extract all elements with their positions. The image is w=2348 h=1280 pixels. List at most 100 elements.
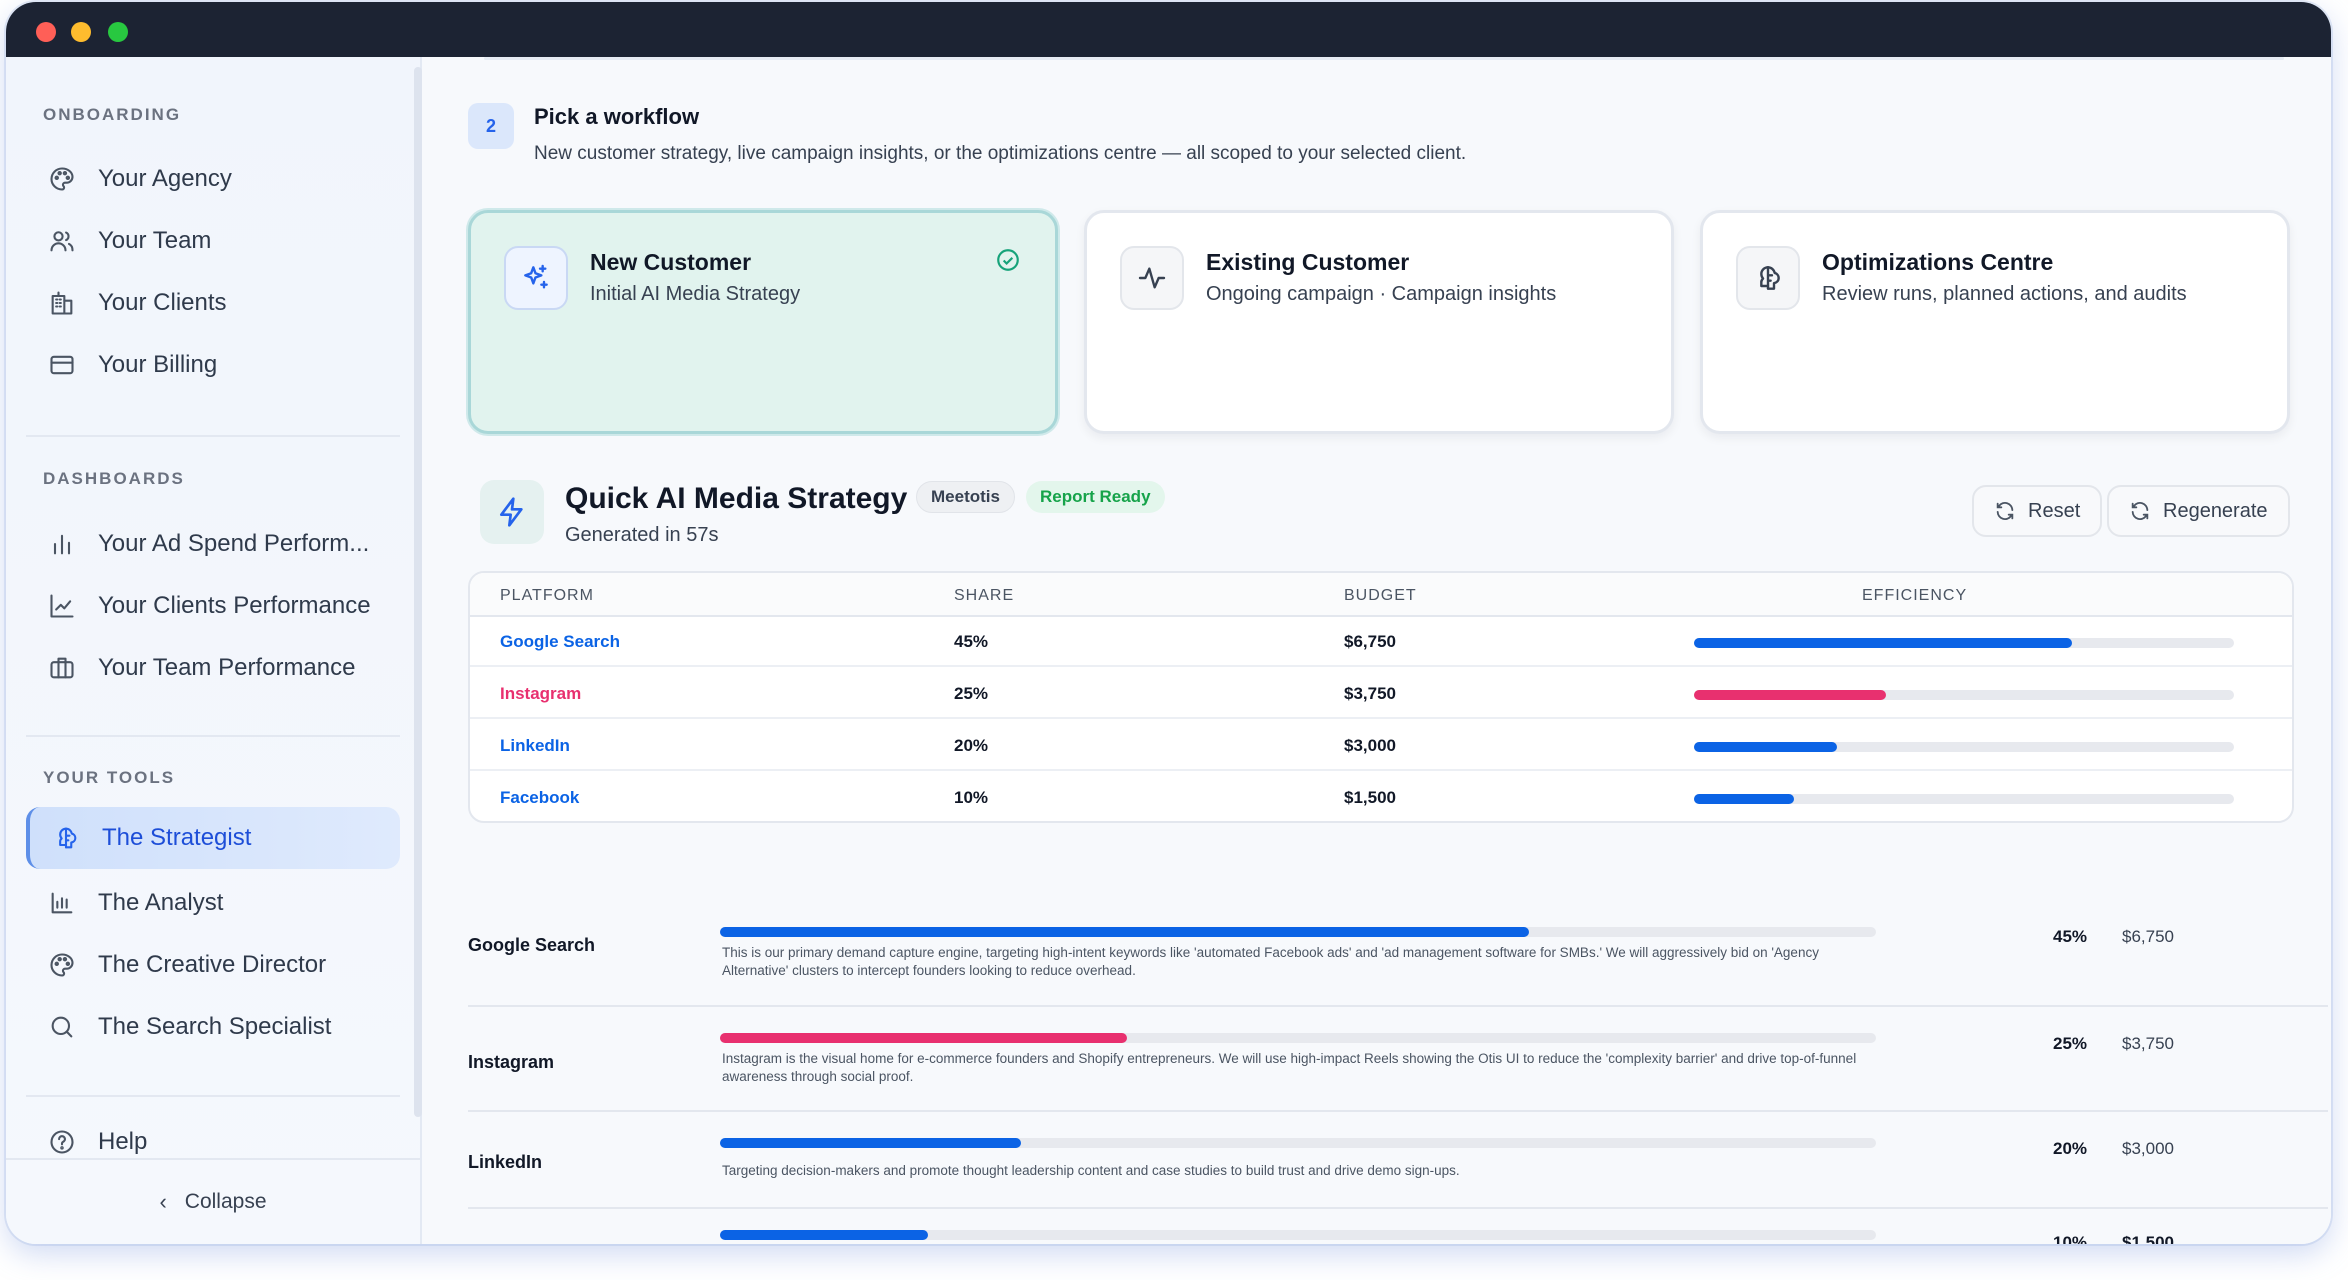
step-number-badge: 2 [468, 103, 514, 149]
sidebar-scrollbar[interactable] [414, 67, 422, 1117]
status-badge: Report Ready [1026, 481, 1165, 513]
collapse-sidebar-button[interactable]: ‹ Collapse [6, 1158, 420, 1244]
palette-icon [46, 949, 78, 981]
budget-value: $3,000 [1344, 736, 1396, 755]
budget-value: $3,750 [2122, 1034, 2174, 1053]
building-icon [46, 287, 78, 319]
section-label-onboarding: ONBOARDING [43, 105, 182, 124]
allocation-bar-fill [720, 1033, 1127, 1043]
workflow-card-existing-customer[interactable]: Existing Customer Ongoing campaign · Cam… [1084, 210, 1674, 434]
help-circle-icon [46, 1126, 78, 1158]
sidebar-item-team-performance[interactable]: Your Team Performance [26, 637, 400, 699]
share-value: 20% [2053, 1139, 2088, 1158]
search-icon [46, 1011, 78, 1043]
workflow-card-optimizations-centre[interactable]: Optimizations Centre Review runs, planne… [1700, 210, 2290, 434]
step-title: Pick a workflow [534, 104, 700, 129]
platform-link[interactable]: Facebook [500, 788, 580, 807]
budget-value: $3,750 [1344, 684, 1396, 703]
regenerate-label: Regenerate [2163, 499, 2268, 522]
allocation-bar [720, 1230, 1876, 1240]
app-window: ONBOARDING Your Agency Your Team Your Cl… [6, 2, 2331, 1244]
platform-detail-row: Instagram Instagram is the visual home fo… [468, 1007, 2328, 1112]
row-divider [468, 1207, 2328, 1209]
sidebar-item-the-analyst[interactable]: The Analyst [26, 872, 400, 934]
efficiency-bar-fill [1694, 742, 1838, 752]
sidebar-item-label: Help [98, 1128, 148, 1155]
platform-detail-row: FacebookCost-effective reach and retarge… [468, 1209, 2328, 1244]
budget-value: $3,000 [2122, 1139, 2174, 1158]
sidebar-divider [26, 1095, 400, 1097]
top-divider [484, 57, 2284, 60]
platform-name: Instagram [468, 1052, 555, 1072]
row-divider [468, 1110, 2328, 1112]
platform-description: Targeting decision-makers and promote th… [722, 1163, 1460, 1178]
sidebar-item-your-clients[interactable]: Your Clients [26, 272, 400, 334]
platform-link[interactable]: LinkedIn [500, 736, 570, 755]
allocation-bar [720, 927, 1876, 937]
table-row: Facebook 10% $1,500 [470, 773, 2292, 821]
allocation-bar-fill [720, 927, 1530, 937]
sidebar-item-the-creative-director[interactable]: The Creative Director [26, 934, 400, 996]
header-budget: BUDGET [1344, 587, 1417, 604]
credit-card-icon [46, 349, 78, 381]
reset-button[interactable]: Reset [1972, 485, 2103, 537]
platform-detail-row: LinkedIn Targeting decision-makers and pr… [468, 1112, 2328, 1209]
table-row: LinkedIn 20% $3,000 [470, 721, 2292, 771]
title-bar [6, 2, 2331, 57]
sidebar-item-label: Your Team Performance [98, 654, 356, 681]
sidebar-item-the-strategist[interactable]: The Strategist [26, 807, 400, 869]
workflow-subtitle: Initial AI Media Strategy [590, 283, 801, 305]
step-subtitle: New customer strategy, live campaign ins… [534, 143, 1467, 164]
workflow-subtitle: Ongoing campaign · Campaign insights [1206, 283, 1557, 305]
sidebar-item-clients-performance[interactable]: Your Clients Performance [26, 575, 400, 637]
brain-icon [1736, 246, 1800, 310]
maximize-window-button[interactable] [108, 22, 128, 42]
regenerate-button[interactable]: Regenerate [2107, 485, 2290, 537]
minimize-window-button[interactable] [71, 22, 91, 42]
sidebar-item-label: The Creative Director [98, 951, 327, 978]
sidebar-item-label: The Strategist [102, 824, 252, 851]
platform-detail-row: Google Search This is our primary demand … [468, 857, 2328, 1007]
sidebar-divider [26, 435, 400, 437]
efficiency-bar [1694, 638, 2234, 648]
activity-icon [1120, 246, 1184, 310]
sidebar-divider [26, 735, 400, 737]
budget-value: $6,750 [1344, 632, 1396, 651]
refresh-icon [2131, 502, 2149, 520]
budget-value: $1,500 [1344, 788, 1396, 807]
client-badge: Meetotis [916, 481, 1015, 513]
allocation-bar-fill [720, 1230, 929, 1240]
workflow-card-new-customer[interactable]: New Customer Initial AI Media Strategy [468, 210, 1058, 434]
sidebar-item-ad-spend[interactable]: Your Ad Spend Perform... [26, 513, 400, 575]
close-window-button[interactable] [36, 22, 56, 42]
brain-icon [50, 822, 82, 854]
workflow-title: Existing Customer [1206, 249, 1410, 275]
briefcase-icon [46, 652, 78, 684]
strategy-title: Quick AI Media Strategy [565, 482, 908, 515]
sidebar-item-label: Your Team [98, 227, 212, 254]
budget-value: $6,750 [2122, 927, 2174, 946]
budget-value: $1,500 [2122, 1233, 2174, 1244]
efficiency-bar-fill [1694, 638, 2072, 648]
sidebar-item-label: Your Clients [98, 289, 227, 316]
share-value: 45% [2053, 927, 2088, 946]
table-header: PLATFORM SHARE BUDGET EFFICIENCY [470, 573, 2292, 617]
platform-link[interactable]: Google Search [500, 632, 620, 651]
header-platform: PLATFORM [500, 587, 594, 604]
sidebar-item-your-billing[interactable]: Your Billing [26, 334, 400, 396]
main-content: 2 Pick a workflow New customer strategy,… [424, 57, 2331, 1244]
workflow-subtitle: Review runs, planned actions, and audits [1822, 283, 2187, 305]
efficiency-bar-fill [1694, 690, 1886, 700]
efficiency-bar [1694, 742, 2234, 752]
efficiency-bar-fill [1694, 794, 1794, 804]
sidebar-item-your-team[interactable]: Your Team [26, 210, 400, 272]
platform-link[interactable]: Instagram [500, 684, 582, 703]
generated-time: Generated in 57s [565, 524, 719, 546]
sparkles-icon [504, 246, 568, 310]
section-label-tools: YOUR TOOLS [43, 768, 176, 787]
share-value: 25% [2053, 1034, 2088, 1053]
sidebar-item-your-agency[interactable]: Your Agency [26, 148, 400, 210]
sidebar-item-help[interactable]: Help [26, 1120, 400, 1164]
sidebar-item-the-search-specialist[interactable]: The Search Specialist [26, 996, 400, 1058]
table-row: Google Search 45% $6,750 [470, 617, 2292, 667]
